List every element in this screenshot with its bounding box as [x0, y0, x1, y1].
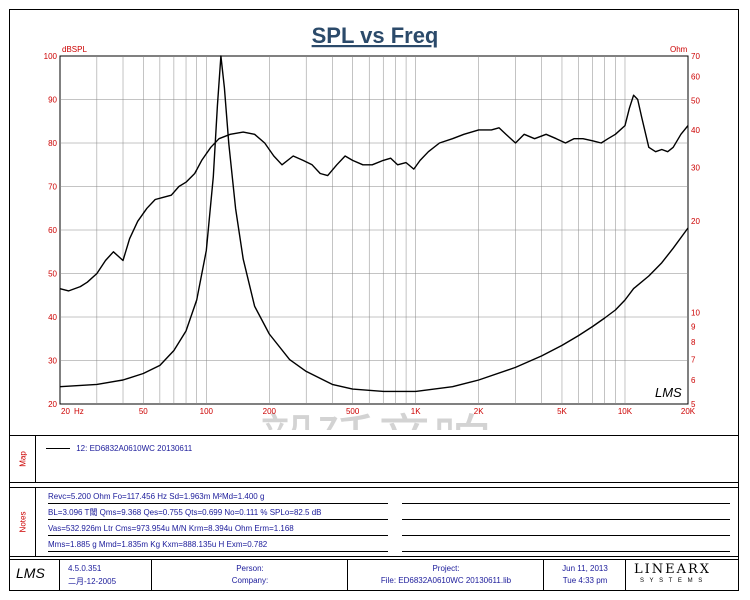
y-right-unit: Ohm	[670, 45, 688, 54]
footer-version-cell: 4.5.0.351 二月-12-2005	[60, 560, 152, 590]
project-file: File: ED6832A0610WC 20130611.lib	[380, 576, 512, 585]
x-tick-label: 10K	[618, 407, 633, 416]
day-time: Tue 4:33 pm	[562, 576, 608, 585]
note-line: Mms=1.885 g Mmd=1.835m Kg Kxm=888.135u H…	[48, 538, 388, 552]
notes-band: Notes Revc=5.200 Ohm Fo=117.456 Hz Sd=1.…	[9, 487, 739, 557]
y-right-tick-label: 7	[691, 356, 696, 365]
y-left-tick-label: 50	[48, 270, 57, 279]
note-line: BL=3.096 T閾 Qms=9.368 Qes=0.755 Qts=0.69…	[48, 506, 388, 520]
y-left-tick-label: 70	[48, 183, 57, 192]
company-label: Company:	[231, 576, 269, 585]
x-unit-label: Hz	[74, 407, 84, 416]
y-right-tick-label: 50	[691, 96, 700, 105]
footer-person-cell: Person: Company:	[152, 560, 348, 590]
y-right-tick-label: 40	[691, 126, 700, 135]
version-date: 二月-12-2005	[68, 577, 117, 586]
y-left-tick-label: 90	[48, 96, 57, 105]
plot-logo: LMS	[655, 385, 682, 400]
note-rule	[402, 519, 730, 520]
y-right-tick-label: 9	[691, 322, 696, 331]
note-line: Vas=532.926m Ltr Cms=973.954u M/N Krm=8.…	[48, 522, 388, 536]
y-right-tick-label: 20	[691, 217, 700, 226]
spl-freq-chart: SPL vs Freq dBSPL Ohm 毅廷音响 20 Hz 50 100 200 5…	[44, 23, 701, 430]
y-left-tick-label: 100	[44, 52, 58, 61]
notes-side: Notes	[10, 488, 36, 556]
watermark: 毅廷音响	[259, 408, 491, 430]
note-rule	[402, 551, 730, 552]
lms-logo: LMS	[16, 565, 45, 581]
person-label: Person:	[236, 564, 264, 573]
spl-curve	[59, 94, 689, 292]
x-tick-label: 200	[263, 407, 277, 416]
x-tick-label: 500	[346, 407, 360, 416]
notes-label: Notes	[18, 511, 27, 533]
note-rule	[402, 535, 730, 536]
legend-swatch	[46, 448, 70, 450]
x-tick-label: 5K	[557, 407, 567, 416]
x-tick-label: 50	[139, 407, 148, 416]
y-left-tick-label: 80	[48, 139, 57, 148]
y-right-tick-label: 30	[691, 164, 700, 173]
chart-title: SPL vs Freq	[312, 23, 439, 48]
y-right-tick-label: 8	[691, 338, 696, 347]
brand: LINEARX	[634, 562, 712, 577]
footer-brand-cell: LINEARX S Y S T E M S	[626, 560, 738, 590]
footer-logo-cell: LMS	[10, 560, 60, 590]
map-legend: 12: ED6832A0610WC 20130611	[46, 444, 192, 453]
map-band: Map 12: ED6832A0610WC 20130611	[9, 435, 739, 483]
x-tick-label: 1K	[411, 407, 421, 416]
y-left-tick-label: 40	[48, 313, 57, 322]
y-right-tick-label: 10	[691, 309, 700, 318]
y-right-tick-label: 5	[691, 400, 696, 409]
y-right-tick-label: 6	[691, 376, 696, 385]
map-side: Map	[10, 436, 36, 482]
x-tick-label: 100	[200, 407, 214, 416]
y-right-tick-label: 60	[691, 72, 700, 81]
x-tick-label: 20	[61, 407, 70, 416]
x-tick-label: 2K	[474, 407, 484, 416]
footer-band: LMS 4.5.0.351 二月-12-2005 Person: Company…	[9, 559, 739, 591]
note-line: Revc=5.200 Ohm Fo=117.456 Hz Sd=1.963m M…	[48, 490, 388, 504]
note-rule	[402, 503, 730, 504]
footer-project-cell: Project: File: ED6832A0610WC 20130611.li…	[348, 560, 544, 590]
y-left-tick-label: 20	[48, 400, 57, 409]
map-label: Map	[18, 451, 27, 467]
y-left-unit: dBSPL	[62, 45, 87, 54]
footer-date-cell: Jun 11, 2013 Tue 4:33 pm	[544, 560, 626, 590]
version: 4.5.0.351	[68, 564, 102, 573]
brand-sub: S Y S T E M S	[640, 578, 705, 584]
y-left-tick-label: 30	[48, 357, 57, 366]
legend-entry: 12: ED6832A0610WC 20130611	[76, 444, 193, 453]
x-tick-label: 20K	[681, 407, 696, 416]
y-right-tick-label: 70	[691, 52, 700, 61]
impedance-curve	[59, 55, 689, 393]
project-label: Project:	[432, 564, 460, 573]
y-left-tick-label: 60	[48, 226, 57, 235]
date: Jun 11, 2013	[562, 564, 608, 573]
